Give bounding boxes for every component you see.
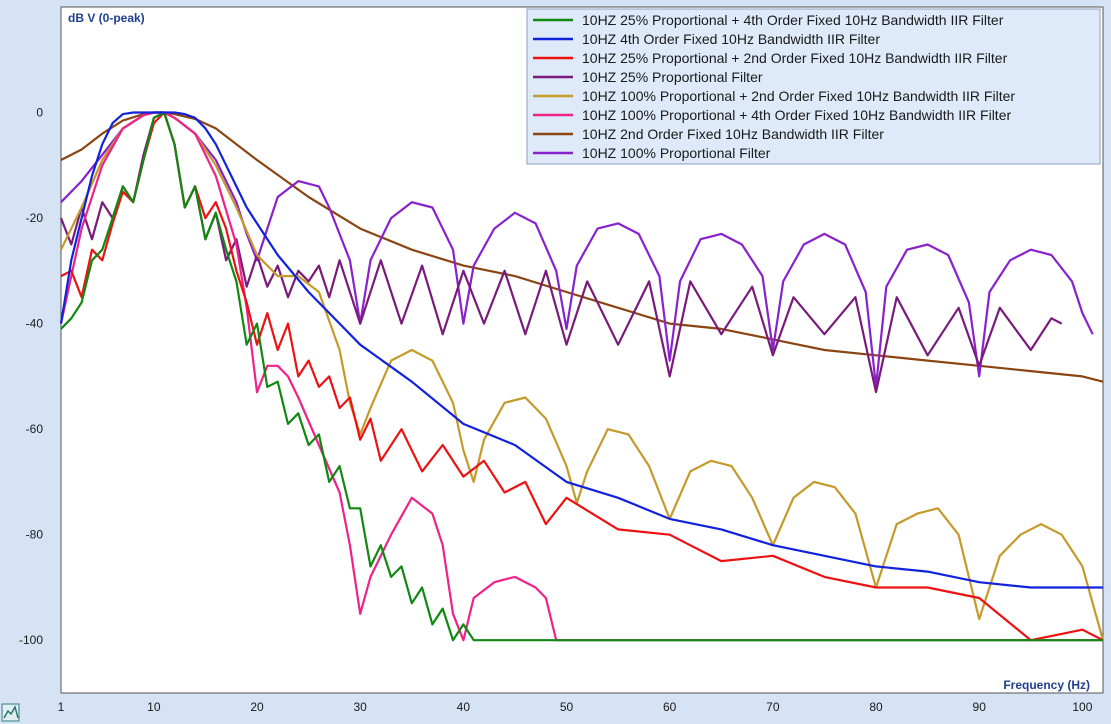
legend-box [526,8,1101,165]
y-tick-label: -20 [26,211,44,225]
chart-icon[interactable] [1,703,20,722]
x-tick-label: 70 [766,700,780,714]
series-layer [59,111,1105,642]
y-tick-label: -100 [19,633,43,647]
legend-label: 10HZ 2nd Order Fixed 10Hz Bandwidth IIR … [582,126,884,142]
series-line-5 [60,111,1105,641]
legend-label: 10HZ 25% Proportional + 2nd Order Fixed … [582,50,1008,66]
legend-label: 10HZ 4th Order Fixed 10Hz Bandwidth IIR … [582,31,880,47]
x-tick-label: 50 [560,700,574,714]
x-tick-label: 1 [58,700,65,714]
series-line-2 [59,111,1103,589]
x-tick-label: 20 [250,700,264,714]
x-tick-label: 100 [1072,700,1092,714]
y-tick-label: -40 [26,317,44,331]
x-axis-title: Frequency (Hz) [1003,678,1090,692]
y-axis-title: dB V (0-peak) [68,11,145,25]
y-tick-label: -80 [26,528,44,542]
x-tick-label: 40 [457,700,471,714]
x-tick-label: 90 [973,700,987,714]
legend-label: 10HZ 100% Proportional Filter [582,145,771,161]
series-line-1 [60,111,1103,642]
y-tick-label: -60 [26,422,44,436]
y-tick-label: 0 [36,106,43,120]
legend-label: 10HZ 25% Proportional + 4th Order Fixed … [582,12,1004,28]
x-tick-label: 30 [354,700,368,714]
legend: 10HZ 25% Proportional + 4th Order Fixed … [526,8,1101,165]
x-tick-label: 60 [663,700,677,714]
legend-label: 10HZ 25% Proportional Filter [582,69,763,85]
legend-label: 10HZ 100% Proportional + 4th Order Fixed… [582,107,1011,123]
x-tick-label: 80 [869,700,883,714]
legend-label: 10HZ 100% Proportional + 2nd Order Fixed… [582,88,1015,104]
ticks-layer: 1 10 20 30 40 50 60 70 80 90 100 0 -20 -40 -60 -80 -100 [19,106,1093,714]
x-tick-label: 10 [147,700,161,714]
